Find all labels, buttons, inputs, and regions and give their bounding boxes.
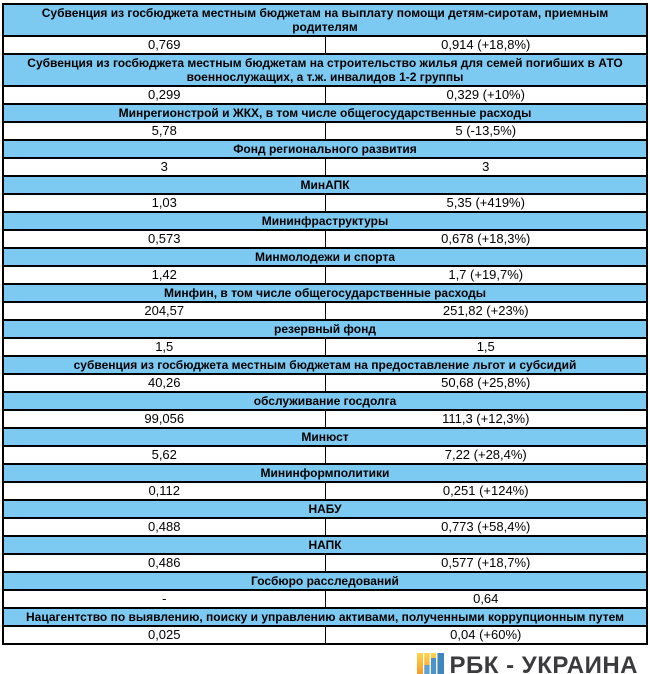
value-cell-right: 5 (-13,5%) bbox=[324, 121, 648, 141]
category-header-row: Минрегионстрой и ЖКХ, в том числе общего… bbox=[2, 103, 648, 123]
category-header-row: Субвенция из госбюджета местным бюджетам… bbox=[2, 53, 648, 87]
value-row: 5,78 5 (-13,5%) bbox=[2, 121, 648, 141]
value-row: 0,486 0,577 (+18,7%) bbox=[2, 553, 648, 573]
budget-table-body: Субвенция из госбюджета местным бюджетам… bbox=[2, 3, 648, 645]
category-header-row: НАБУ bbox=[2, 499, 648, 519]
rbc-logo-text: РБК - УКРАИНА bbox=[449, 652, 638, 674]
value-cell-left: 1,5 bbox=[2, 337, 326, 357]
category-header: Субвенция из госбюджета местным бюджетам… bbox=[2, 3, 648, 37]
value-row: 0,769 0,914 (+18,8%) bbox=[2, 35, 648, 55]
category-header-row: Фонд регионального развития bbox=[2, 139, 648, 159]
value-cell-left: - bbox=[2, 589, 326, 609]
value-row: 0,299 0,329 (+10%) bbox=[2, 85, 648, 105]
value-row: 99,056 111,3 (+12,3%) bbox=[2, 409, 648, 429]
value-cell-right: 0,04 (+60%) bbox=[324, 625, 648, 645]
category-header-row: НАПК bbox=[2, 535, 648, 555]
rbc-logo-icon bbox=[416, 652, 444, 674]
value-cell-left: 0,573 bbox=[2, 229, 326, 249]
category-header: Минрегионстрой и ЖКХ, в том числе общего… bbox=[2, 103, 648, 123]
category-header: резервный фонд bbox=[2, 319, 648, 339]
category-header-row: обслуживание госдолга bbox=[2, 391, 648, 411]
value-cell-left: 0,486 bbox=[2, 553, 326, 573]
category-header: Субвенция из госбюджета местным бюджетам… bbox=[2, 53, 648, 87]
category-header-row: МинАПК bbox=[2, 175, 648, 195]
category-header: Госбюро расследований bbox=[2, 571, 648, 591]
value-cell-right: 111,3 (+12,3%) bbox=[324, 409, 648, 429]
logo: РБК - УКРАИНА bbox=[2, 651, 648, 674]
budget-table: Субвенция из госбюджета местным бюджетам… bbox=[2, 3, 648, 645]
value-cell-right: 0,577 (+18,7%) bbox=[324, 553, 648, 573]
category-header: НАБУ bbox=[2, 499, 648, 519]
value-cell-left: 1,03 bbox=[2, 193, 326, 213]
value-cell-right: 0,773 (+58,4%) bbox=[324, 517, 648, 537]
value-cell-right: 0,914 (+18,8%) bbox=[324, 35, 648, 55]
value-cell-right: 3 bbox=[324, 157, 648, 177]
value-row: 204,57 251,82 (+23%) bbox=[2, 301, 648, 321]
category-header: Минюст bbox=[2, 427, 648, 447]
value-row: 0,573 0,678 (+18,3%) bbox=[2, 229, 648, 249]
value-row: 40,26 50,68 (+25,8%) bbox=[2, 373, 648, 393]
value-cell-left: 0,112 bbox=[2, 481, 326, 501]
category-header-row: Минюст bbox=[2, 427, 648, 447]
value-row: 1,5 1,5 bbox=[2, 337, 648, 357]
category-header: субвенция из госбюджета местным бюджетам… bbox=[2, 355, 648, 375]
value-cell-right: 7,22 (+28,4%) bbox=[324, 445, 648, 465]
value-cell-right: 50,68 (+25,8%) bbox=[324, 373, 648, 393]
value-cell-left: 5,62 bbox=[2, 445, 326, 465]
value-cell-left: 1,42 bbox=[2, 265, 326, 285]
category-header: НАПК bbox=[2, 535, 648, 555]
value-cell-left: 0,769 bbox=[2, 35, 326, 55]
category-header-row: Минмолодежи и спорта bbox=[2, 247, 648, 267]
value-cell-right: 5,35 (+419%) bbox=[324, 193, 648, 213]
value-cell-left: 0,025 bbox=[2, 625, 326, 645]
category-header-row: Субвенция из госбюджета местным бюджетам… bbox=[2, 3, 648, 37]
value-cell-left: 5,78 bbox=[2, 121, 326, 141]
category-header: обслуживание госдолга bbox=[2, 391, 648, 411]
value-row: -0,64 bbox=[2, 589, 648, 609]
value-row: 0,025 0,04 (+60%) bbox=[2, 625, 648, 645]
category-header-row: субвенция из госбюджета местным бюджетам… bbox=[2, 355, 648, 375]
category-header: Мининфраструктуры bbox=[2, 211, 648, 231]
category-header-row: резервный фонд bbox=[2, 319, 648, 339]
value-row: 1,03 5,35 (+419%) bbox=[2, 193, 648, 213]
value-cell-left: 3 bbox=[2, 157, 326, 177]
value-cell-right: 0,329 (+10%) bbox=[324, 85, 648, 105]
category-header-row: Минфин, в том числе общегосударственные … bbox=[2, 283, 648, 303]
value-cell-right: 0,678 (+18,3%) bbox=[324, 229, 648, 249]
value-cell-left: 40,26 bbox=[2, 373, 326, 393]
value-cell-right: 0,64 bbox=[324, 589, 648, 609]
category-header-row: Мининфраструктуры bbox=[2, 211, 648, 231]
value-row: 5,62 7,22 (+28,4%) bbox=[2, 445, 648, 465]
category-header: Мининформполитики bbox=[2, 463, 648, 483]
category-header-row: Госбюро расследований bbox=[2, 571, 648, 591]
value-cell-left: 99,056 bbox=[2, 409, 326, 429]
category-header: Минфин, в том числе общегосударственные … bbox=[2, 283, 648, 303]
category-header: Минмолодежи и спорта bbox=[2, 247, 648, 267]
value-cell-left: 204,57 bbox=[2, 301, 326, 321]
value-cell-right: 251,82 (+23%) bbox=[324, 301, 648, 321]
value-row: 0,488 0,773 (+58,4%) bbox=[2, 517, 648, 537]
value-cell-right: 1,5 bbox=[324, 337, 648, 357]
category-header: МинАПК bbox=[2, 175, 648, 195]
value-cell-right: 0,251 (+124%) bbox=[324, 481, 648, 501]
value-cell-left: 0,488 bbox=[2, 517, 326, 537]
value-row: 1,42 1,7 (+19,7%) bbox=[2, 265, 648, 285]
value-cell-left: 0,299 bbox=[2, 85, 326, 105]
category-header-row: Мининформполитики bbox=[2, 463, 648, 483]
category-header-row: Нацагентство по выявлению, поиску и упра… bbox=[2, 607, 648, 627]
value-cell-right: 1,7 (+19,7%) bbox=[324, 265, 648, 285]
category-header: Нацагентство по выявлению, поиску и упра… bbox=[2, 607, 648, 627]
category-header: Фонд регионального развития bbox=[2, 139, 648, 159]
value-row: 0,112 0,251 (+124%) bbox=[2, 481, 648, 501]
